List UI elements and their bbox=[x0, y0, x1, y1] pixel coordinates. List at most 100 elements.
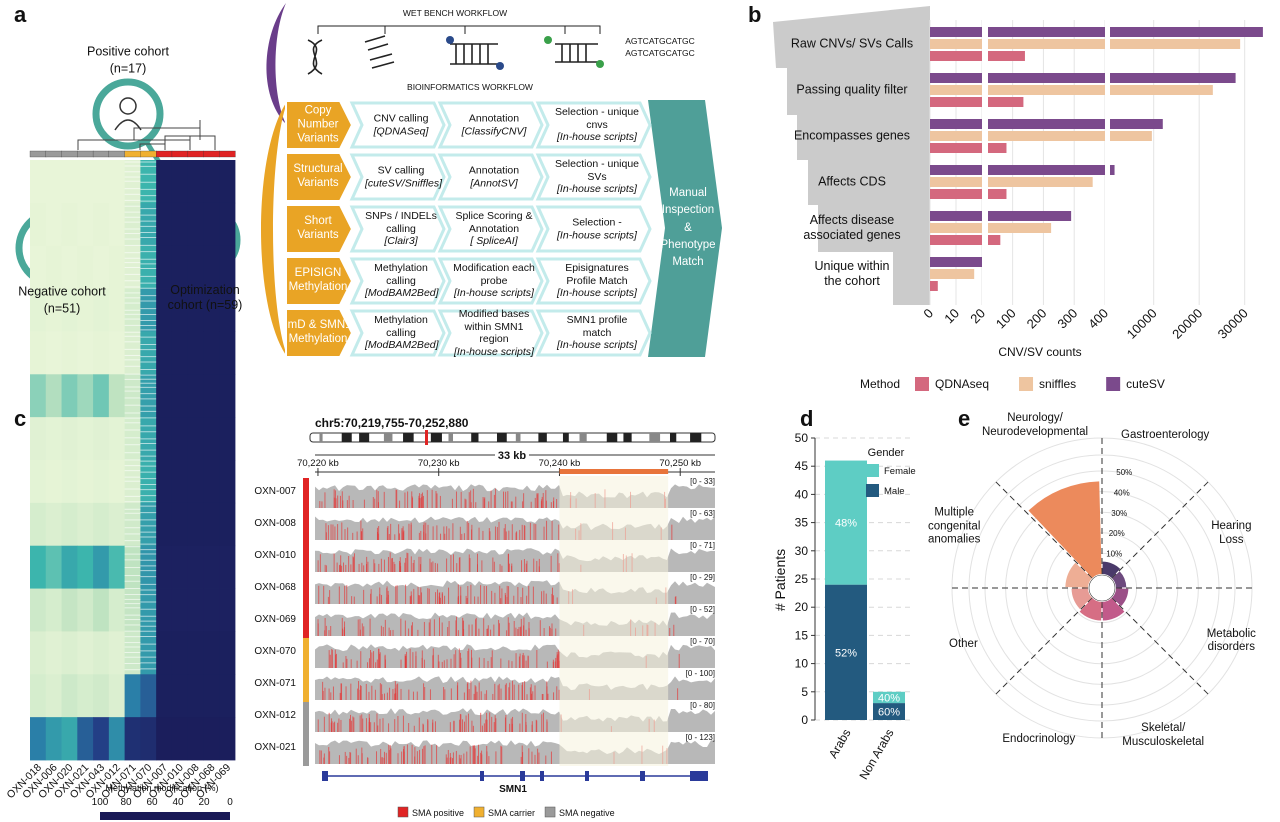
bar bbox=[930, 97, 1024, 107]
bar bbox=[930, 281, 938, 291]
step-chevron bbox=[535, 257, 652, 305]
heatmap-cell bbox=[93, 331, 110, 375]
heatmap-cell bbox=[219, 502, 236, 547]
heatmap-cell bbox=[219, 588, 236, 632]
exon bbox=[480, 771, 484, 781]
sector-divider bbox=[995, 481, 1093, 579]
heatmap-cell bbox=[171, 160, 189, 204]
track-range: [0 - 52] bbox=[690, 605, 715, 614]
track-range: [0 - 70] bbox=[690, 637, 715, 646]
step-chevron bbox=[437, 309, 544, 357]
bar bbox=[930, 119, 1163, 129]
colorbar-label: Methylation modification (%) bbox=[105, 783, 218, 793]
heatmap-cell bbox=[108, 545, 126, 589]
group-bar bbox=[45, 150, 63, 158]
step: SMN1 profile match [In-house scripts] bbox=[551, 314, 643, 352]
category-label: Gastroenterology bbox=[1121, 428, 1210, 441]
legend-swatch bbox=[866, 484, 879, 497]
legend-title: Gender bbox=[868, 447, 905, 459]
x-axis-label: CNV/SV counts bbox=[998, 345, 1081, 359]
sector-divider bbox=[1111, 597, 1209, 695]
group-bar bbox=[203, 150, 220, 158]
heatmap-cell bbox=[93, 502, 110, 547]
heatmap-cell bbox=[108, 588, 126, 632]
heatmap-cell bbox=[140, 631, 157, 675]
step-text: Episignatures Profile Match bbox=[565, 262, 629, 287]
heatmap-cell bbox=[124, 331, 141, 375]
legend-swatch bbox=[915, 377, 929, 391]
x-tick-label: 10000 bbox=[1124, 306, 1160, 342]
heatmap-cell bbox=[187, 588, 204, 632]
heatmap-cell bbox=[156, 588, 173, 632]
step: Modification each probe [In-house scripts… bbox=[453, 262, 535, 300]
bar bbox=[930, 211, 1072, 221]
heatmap-cell bbox=[61, 245, 78, 289]
heatmap-cell bbox=[171, 674, 189, 718]
panel-label: d bbox=[800, 406, 813, 431]
category-label: Passing quality filter bbox=[796, 82, 908, 97]
heatmap-cell bbox=[77, 631, 94, 675]
group-strip bbox=[303, 574, 309, 606]
bar bbox=[930, 51, 1025, 61]
group-strip bbox=[303, 606, 309, 638]
category-label: Metabolic disorders bbox=[1206, 627, 1256, 654]
heatmap-cell bbox=[156, 502, 173, 547]
heatmap-cell bbox=[171, 545, 189, 589]
outer-ring bbox=[968, 454, 1236, 722]
group-bar bbox=[156, 150, 173, 158]
heatmap-cell bbox=[45, 288, 62, 332]
heatmap-cell bbox=[61, 502, 78, 547]
group-bar bbox=[108, 150, 126, 158]
radial-bar bbox=[1071, 588, 1092, 609]
exon bbox=[640, 771, 645, 781]
step: Modified bases within SMN1 region [In-hou… bbox=[453, 308, 535, 358]
step-chevron bbox=[349, 101, 446, 149]
group-bar bbox=[140, 150, 157, 158]
heatmap-cell bbox=[77, 245, 94, 289]
heatmap-cell bbox=[203, 374, 220, 418]
x-tick-label: Non Arabs bbox=[856, 727, 896, 783]
radial-bar bbox=[1102, 598, 1125, 621]
step-text: Modification each probe bbox=[453, 262, 535, 287]
heatmap-cell bbox=[124, 674, 141, 718]
step-tool: [In-house scripts] bbox=[454, 287, 534, 300]
group-bar bbox=[77, 150, 94, 158]
step-chevron bbox=[535, 153, 652, 201]
step-tool: [In-house scripts] bbox=[557, 229, 637, 241]
row-label-box bbox=[285, 308, 354, 358]
group-bar bbox=[171, 150, 189, 158]
y-tick-label: 35 bbox=[795, 516, 809, 530]
heatmap-cell bbox=[77, 545, 94, 589]
final-step: Manual Inspection & Phenotype Match bbox=[660, 186, 716, 268]
bar bbox=[930, 73, 1236, 83]
track-range: [0 - 80] bbox=[690, 701, 715, 710]
bar-segment bbox=[873, 691, 905, 704]
adapter-icon bbox=[544, 36, 552, 44]
heatmap-cell bbox=[140, 202, 157, 247]
heatmap-cell bbox=[156, 288, 173, 332]
group-bar bbox=[92, 150, 110, 158]
heatmap-cell bbox=[187, 674, 204, 718]
heatmap-cell bbox=[45, 331, 62, 375]
exon bbox=[322, 771, 328, 781]
heatmap-cell bbox=[93, 717, 110, 761]
track-label: OXN-068 bbox=[254, 582, 296, 593]
heatmap-cell bbox=[77, 674, 94, 718]
heatmap-cell bbox=[30, 160, 47, 204]
heatmap-cell bbox=[203, 717, 220, 761]
heatmap-cell bbox=[219, 545, 236, 589]
row-label-box bbox=[285, 152, 354, 202]
heatmap-cell bbox=[61, 631, 78, 675]
bioinformatics-swoosh bbox=[261, 100, 288, 358]
heatmap-cell bbox=[61, 674, 78, 718]
legend-label: SMA carrier bbox=[488, 808, 535, 818]
ideogram-band bbox=[690, 433, 702, 442]
exon bbox=[690, 771, 708, 781]
cohort-count: (n=51) bbox=[43, 301, 81, 316]
heatmap-cell bbox=[93, 374, 110, 418]
step-chevron bbox=[437, 153, 544, 201]
step-chevron bbox=[535, 101, 652, 149]
colorbar-tick: 20 bbox=[198, 797, 210, 808]
bar bbox=[930, 177, 1093, 187]
